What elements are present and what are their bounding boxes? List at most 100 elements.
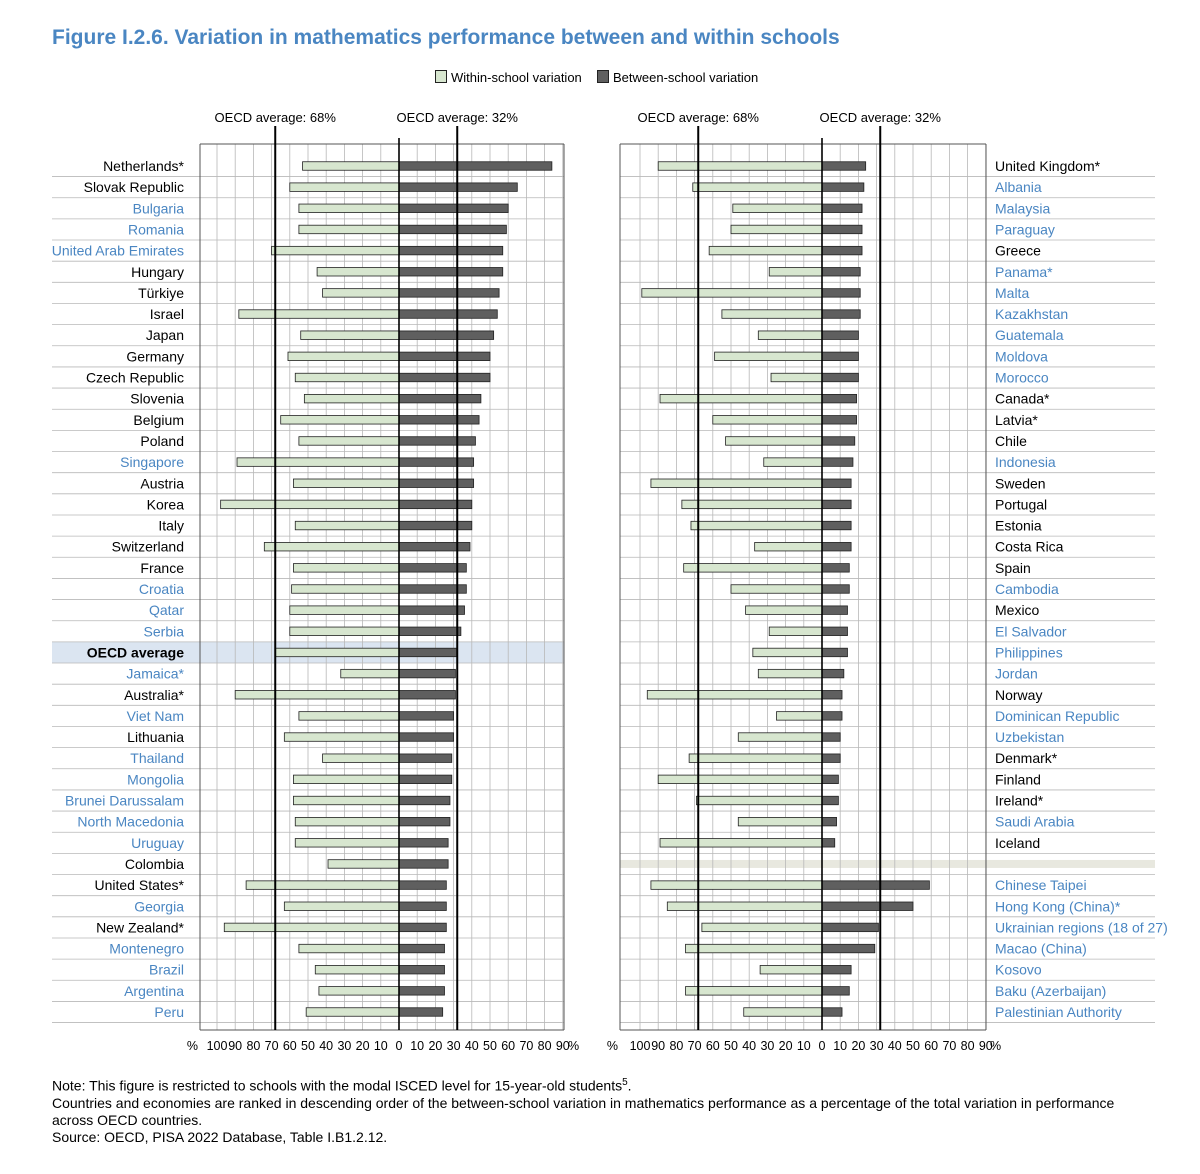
right-tick-label: 0: [819, 1039, 826, 1053]
right-bar-between: [821, 647, 848, 658]
left-tick-label: 80: [538, 1039, 552, 1053]
right-bar-within: [685, 943, 823, 954]
right-country-label: Indonesia: [995, 454, 1056, 470]
left-country-label: Switzerland: [112, 539, 184, 555]
left-bar-between: [398, 393, 482, 404]
left-bar-between: [398, 584, 467, 594]
left-bar-within: [289, 182, 400, 192]
right-country-label: El Salvador: [995, 623, 1067, 639]
left-country-label: Belgium: [133, 412, 184, 428]
right-bar-within: [725, 436, 823, 446]
left-country-label: New Zealand*: [96, 919, 184, 935]
right-bar-within: [730, 224, 823, 235]
left-bar-within: [234, 690, 400, 700]
right-country-label: Guatemala: [995, 327, 1064, 343]
right-bar-within: [737, 732, 823, 742]
right-country-label: Ireland*: [995, 793, 1044, 809]
right-bar-within: [757, 330, 823, 340]
right-axis-unit-left: %: [607, 1039, 618, 1053]
left-country-label: Georgia: [134, 898, 184, 914]
left-bar-between: [398, 668, 456, 679]
left-bar-between: [398, 436, 476, 446]
left-bar-between: [398, 647, 458, 658]
right-bar-between: [821, 880, 930, 890]
left-country-label: Montenegro: [109, 941, 184, 957]
source-line: Source: OECD, PISA 2022 Database, Table …: [52, 1128, 388, 1145]
right-tick-label: 90: [651, 1039, 665, 1053]
right-bar-between: [821, 436, 856, 446]
left-bar-between: [398, 1007, 444, 1017]
right-country-label: Panama*: [995, 264, 1053, 280]
legend: Within-school variation Between-school v…: [0, 70, 1200, 90]
right-country-label: Canada*: [995, 391, 1050, 407]
right-country-label: Greece: [995, 243, 1041, 259]
right-tick-label: 10: [797, 1039, 811, 1053]
left-bar-within: [298, 436, 400, 446]
left-bar-between: [398, 245, 504, 256]
right-bar-within: [701, 922, 823, 933]
right-bar-between: [821, 245, 863, 256]
right-bar-within: [721, 309, 823, 319]
right-country-label: Hong Kong (China)*: [995, 898, 1121, 914]
right-tick-label: 20: [779, 1039, 793, 1053]
left-country-label: Japan: [146, 327, 184, 343]
left-tick-label: 100: [207, 1039, 228, 1053]
left-bar-within: [287, 351, 400, 362]
left-bar-between: [398, 288, 500, 298]
left-bar-within: [291, 584, 400, 594]
left-country-label: Thailand: [130, 750, 184, 766]
right-bar-between: [821, 415, 857, 425]
right-bar-between: [821, 499, 852, 510]
right-bar-within: [692, 182, 823, 192]
left-country-label: Australia*: [124, 687, 184, 703]
left-bar-between: [398, 542, 471, 552]
right-bar-within: [730, 584, 823, 594]
left-tick-label: 90: [228, 1039, 242, 1053]
left-bar-within: [294, 520, 400, 531]
right-tick-label: 100: [630, 1039, 651, 1053]
left-tick-label: 10: [410, 1039, 424, 1053]
right-bar-within: [757, 668, 823, 679]
right-country-label: Jordan: [995, 666, 1038, 682]
right-country-label: Uzbekistan: [995, 729, 1064, 745]
left-bar-within: [280, 415, 400, 425]
left-bar-within: [322, 288, 400, 298]
right-bar-between: [821, 542, 852, 552]
left-reference-label: OECD average: 68%: [215, 110, 337, 125]
left-country-label: Singapore: [120, 454, 184, 470]
right-bar-between: [821, 965, 852, 975]
left-country-label: Romania: [128, 221, 184, 237]
right-bar-within: [763, 457, 823, 467]
left-tick-label: 70: [519, 1039, 533, 1053]
right-tick-label: 80: [669, 1039, 683, 1053]
right-bar-within: [696, 795, 823, 806]
right-bar-between: [821, 309, 861, 319]
note-footnote-ref: 5: [622, 1077, 628, 1088]
left-bar-between: [398, 267, 504, 277]
left-bar-between: [398, 224, 507, 235]
left-tick-label: 90: [556, 1039, 570, 1053]
legend-item-between: Between-school variation: [597, 70, 758, 85]
left-tick-label: 20: [356, 1039, 370, 1053]
left-country-label: United Arab Emirates: [52, 243, 184, 259]
right-tick-label: 30: [870, 1039, 884, 1053]
left-bar-between: [398, 478, 475, 488]
left-tick-label: 30: [337, 1039, 351, 1053]
left-bar-between: [398, 351, 491, 362]
right-bar-between: [821, 457, 854, 467]
left-country-label: United States*: [95, 877, 185, 893]
note-text-end: .: [627, 1077, 632, 1094]
left-bar-between: [398, 203, 509, 213]
right-bar-between: [821, 774, 839, 784]
right-bar-within: [714, 351, 823, 362]
left-country-label: Türkiye: [138, 285, 184, 301]
left-country-label: Serbia: [144, 623, 185, 639]
left-bar-within: [293, 795, 400, 806]
right-bar-within: [768, 267, 823, 277]
right-country-label: Cambodia: [995, 581, 1059, 597]
left-tick-label: 70: [265, 1039, 279, 1053]
right-bar-within: [659, 838, 823, 848]
right-country-label: Moldova: [995, 348, 1048, 364]
right-tick-label: 10: [833, 1039, 847, 1053]
left-bar-within: [302, 161, 400, 171]
